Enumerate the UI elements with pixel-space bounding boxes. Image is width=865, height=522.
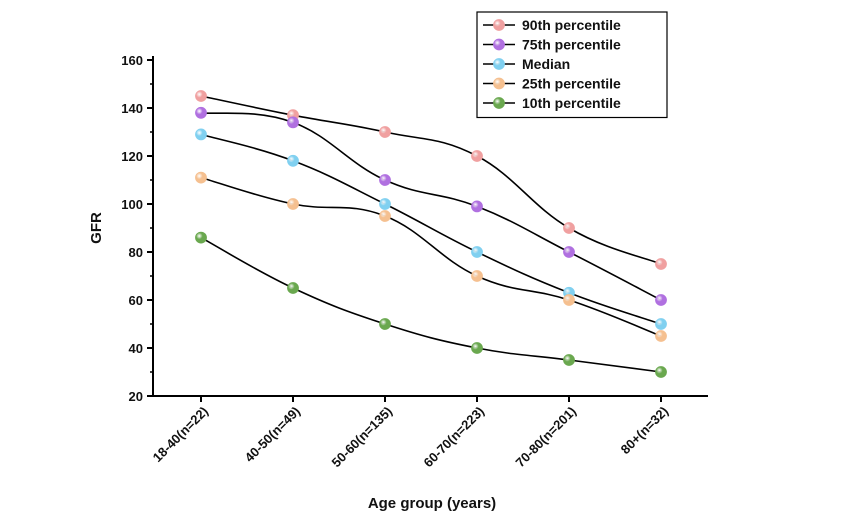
- y-tick-label: 160: [121, 53, 143, 68]
- series-line-median: [200, 133, 662, 325]
- data-point-25th-percentile: [563, 294, 575, 306]
- data-point-25th-percentile: [195, 171, 207, 184]
- legend-marker: [493, 38, 505, 51]
- legend-marker: [493, 77, 505, 90]
- y-tick-label: 100: [121, 197, 143, 212]
- data-point-25th-percentile: [655, 330, 667, 342]
- data-point-75th-percentile: [471, 200, 483, 213]
- data-point-25th-percentile: [379, 210, 391, 222]
- data-point-median: [379, 198, 391, 210]
- data-point-90th-percentile: [471, 150, 483, 162]
- series-25th-percentile: [195, 171, 667, 342]
- data-point-75th-percentile: [195, 106, 207, 119]
- data-point-10th-percentile: [287, 282, 299, 294]
- y-tick-label: 140: [121, 101, 143, 116]
- y-tick-label: 20: [129, 389, 143, 404]
- data-point-median: [287, 154, 299, 167]
- x-tick-label: 50-60(n=135): [329, 404, 396, 471]
- x-axis-title: Age group (years): [368, 495, 496, 512]
- legend-item: 90th percentile: [483, 17, 621, 33]
- series-line-25th-percentile: [200, 176, 662, 337]
- legend-marker: [493, 58, 505, 70]
- legend-label: Median: [522, 56, 570, 72]
- legend-marker: [493, 97, 505, 109]
- x-tick-label: 18-40(n=22): [150, 404, 211, 465]
- x-tick-label: 40-50(n=49): [242, 404, 303, 465]
- data-point-90th-percentile: [195, 90, 207, 102]
- series-10th-percentile: [195, 231, 667, 378]
- data-point-10th-percentile: [471, 342, 483, 354]
- legend-item: 25th percentile: [483, 76, 621, 92]
- legend: 90th percentile 75th percentile Median 25th…: [476, 11, 668, 119]
- legend-item: 10th percentile: [483, 95, 621, 111]
- data-point-10th-percentile: [379, 318, 391, 330]
- y-tick-label: 60: [129, 293, 143, 308]
- series-median: [195, 128, 667, 330]
- data-point-25th-percentile: [471, 270, 483, 282]
- data-point-25th-percentile: [287, 198, 299, 210]
- data-point-90th-percentile: [563, 222, 575, 234]
- data-point-10th-percentile: [655, 366, 667, 378]
- data-point-90th-percentile: [655, 258, 667, 270]
- x-tick-label: 70-80(n=201): [513, 404, 580, 471]
- x-tick-label: 80+(n=32): [618, 404, 672, 458]
- data-point-75th-percentile: [379, 174, 391, 186]
- series-layer: [195, 90, 667, 378]
- data-point-median: [655, 318, 667, 330]
- data-point-median: [195, 128, 207, 141]
- series-75th-percentile: [195, 106, 667, 306]
- series-line-10th-percentile: [200, 236, 662, 373]
- legend-label: 25th percentile: [522, 76, 621, 92]
- data-point-90th-percentile: [379, 126, 391, 138]
- series-line-90th-percentile: [200, 95, 662, 265]
- data-point-75th-percentile: [287, 116, 299, 129]
- x-tick-label: 60-70(n=223): [421, 404, 488, 471]
- data-point-75th-percentile: [655, 294, 667, 306]
- legend-marker: [493, 19, 505, 31]
- y-tick-label: 120: [121, 149, 143, 164]
- series-line-75th-percentile: [200, 112, 662, 301]
- y-axis-title: GFR: [88, 212, 105, 244]
- data-point-10th-percentile: [563, 354, 575, 366]
- data-point-10th-percentile: [195, 231, 207, 244]
- legend-label: 90th percentile: [522, 17, 621, 33]
- y-tick-label: 40: [129, 341, 143, 356]
- y-tick-label: 80: [129, 245, 143, 260]
- legend-item: Median: [483, 56, 570, 72]
- legend-label: 75th percentile: [522, 37, 621, 53]
- data-point-median: [471, 246, 483, 258]
- legend-item: 75th percentile: [483, 37, 621, 53]
- legend-label: 10th percentile: [522, 95, 621, 111]
- data-point-75th-percentile: [563, 246, 575, 258]
